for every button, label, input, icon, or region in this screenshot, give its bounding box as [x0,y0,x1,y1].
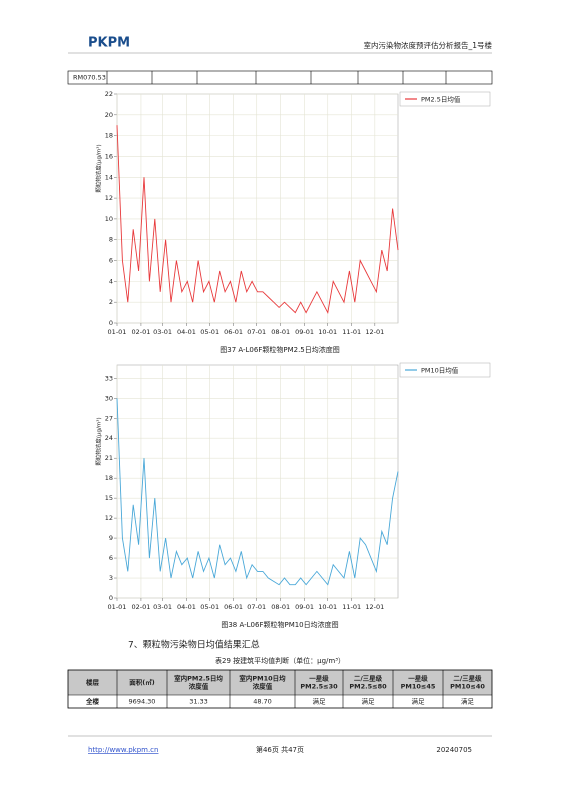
x-tick-label: 02-01 [131,328,150,336]
x-tick-label: 12-01 [365,603,384,611]
table-header-cell: 室内PM2.5日均 [174,674,223,683]
y-tick-label: 2 [109,298,113,306]
table-border [67,669,493,709]
section-title: 7、颗粒物污染物日均值结果汇总 [128,639,260,651]
x-tick-label: 05-01 [200,603,219,611]
figure-caption: 图37 A-L06F颗粒物PM2.5日均浓度图 [220,345,340,354]
table-caption: 表29 按建筑平均值判断（单位：μg/m³） [215,656,345,665]
table-header-cell: 楼层 [86,678,100,687]
logo: PKPM [88,36,130,51]
table-cell: 全楼 [85,697,100,706]
table-cell: 48.70 [253,698,272,706]
x-tick-label: 03-01 [153,328,172,336]
y-tick-label: 9 [109,534,113,542]
y-tick-label: 18 [105,474,113,482]
footer-url[interactable]: http://www.pkpm.cn [88,746,158,754]
y-tick-label: 8 [109,236,113,244]
x-tick-label: 07-01 [247,603,266,611]
top-cell: RM070.53 [73,74,106,82]
y-tick-label: 21 [105,454,113,462]
y-tick-label: 12 [105,194,113,202]
table-cell: 满足 [313,697,327,706]
x-tick-label: 03-01 [153,603,172,611]
y-tick-label: 20 [105,111,113,119]
table-header-cell: 二/三星级 [453,674,482,683]
figure-caption: 图38 A-L06F颗粒物PM10日均浓度图 [221,620,338,629]
table-cell: 满足 [412,697,426,706]
table-header-cell: 一星级 [408,674,428,683]
table-header-cell: 二/三星级 [354,674,383,683]
table-header-cell: 面积(㎡) [129,678,154,687]
footer-date: 20240705 [436,746,472,754]
table-header-cell: 室内PM10日均 [239,674,286,683]
header-title: 室内污染物浓度预评估分析报告_1号楼 [363,40,492,50]
y-tick-label: 0 [109,319,113,327]
y-tick-label: 6 [109,257,113,265]
y-tick-label: 14 [105,173,113,181]
legend-label: PM2.5日均值 [421,95,461,104]
legend-box [399,91,491,107]
y-tick-label: 10 [105,215,113,223]
table-header-bg [68,670,492,695]
table-cell: 31.33 [189,698,208,706]
x-tick-label: 02-01 [131,603,150,611]
x-tick-label: 11-01 [342,603,361,611]
footer-page: 第46页 共47页 [256,745,304,754]
x-tick-label: 04-01 [177,328,196,336]
table-cell: 9694.30 [129,698,156,706]
x-tick-label: 01-01 [108,603,127,611]
plot-area [116,93,399,324]
y-tick-label: 12 [105,514,113,522]
x-tick-label: 01-01 [108,328,127,336]
x-tick-label: 11-01 [342,328,361,336]
table-cell: 满足 [461,697,475,706]
table-header-cell: 浓度值 [189,682,209,691]
y-tick-label: 3 [109,574,113,582]
y-tick-label: 16 [105,152,113,160]
y-tick-label: 30 [105,394,113,402]
y-axis-label: 颗粒物浓度(μg/m³) [95,144,103,192]
y-tick-label: 22 [105,90,113,98]
top-table [67,70,493,85]
legend-label: PM10日均值 [421,366,459,375]
x-tick-label: 09-01 [295,328,314,336]
x-tick-label: 07-01 [247,328,266,336]
x-tick-label: 09-01 [295,603,314,611]
y-tick-label: 24 [105,434,113,442]
y-tick-label: 15 [105,494,113,502]
y-tick-label: 0 [109,594,113,602]
table-header-cell: PM2.5≤80 [349,683,387,691]
x-tick-label: 06-01 [224,328,243,336]
x-tick-label: 04-01 [177,603,196,611]
table-header-cell: PM2.5≤30 [300,683,338,691]
legend-box [399,362,491,378]
y-tick-label: 27 [105,414,113,422]
x-tick-label: 10-01 [318,603,337,611]
x-tick-label: 08-01 [271,328,290,336]
table-header-cell: 浓度值 [253,682,273,691]
x-tick-label: 10-01 [318,328,337,336]
y-tick-label: 18 [105,132,113,140]
x-tick-label: 06-01 [224,603,243,611]
x-tick-label: 08-01 [271,603,290,611]
x-tick-label: 05-01 [200,328,219,336]
table-header-cell: 一星级 [309,674,329,683]
y-tick-label: 33 [105,374,113,382]
table-header-cell: PM10≤40 [450,683,485,691]
line-series [116,125,399,314]
line-series [116,398,399,586]
y-tick-label: 4 [109,277,113,285]
y-tick-label: 6 [109,554,113,562]
y-axis-label: 颗粒物浓度(μg/m³) [95,417,103,465]
table-header-cell: PM10≤45 [401,683,436,691]
table-cell: 满足 [362,697,376,706]
x-tick-label: 12-01 [365,328,384,336]
